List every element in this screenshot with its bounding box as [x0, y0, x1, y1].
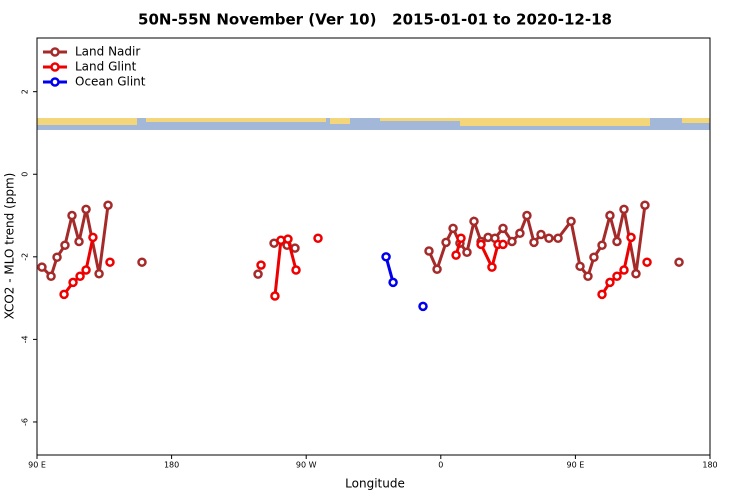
data-point	[597, 289, 607, 300]
data-point	[487, 262, 497, 272]
data-point	[674, 257, 684, 267]
x-tick-label: 90 E	[567, 461, 585, 470]
data-point	[612, 271, 622, 281]
data-point	[597, 240, 607, 251]
legend-marker	[50, 47, 60, 57]
y-tick-label: -4	[21, 335, 30, 343]
data-point	[515, 228, 525, 239]
data-point	[103, 200, 113, 210]
data-point	[544, 233, 554, 243]
legend-label: Ocean Glint	[75, 75, 146, 89]
x-tick-label: 0	[438, 461, 443, 470]
data-point	[94, 268, 104, 279]
y-tick-label: 0	[21, 172, 30, 177]
data-point	[605, 277, 615, 288]
x-tick-label: 90 E	[28, 461, 46, 470]
data-point	[74, 236, 84, 247]
y-tick-label: 2	[21, 89, 30, 94]
data-point	[313, 233, 323, 243]
data-point	[60, 240, 70, 251]
x-tick-label: 180	[164, 461, 179, 470]
data-point	[75, 271, 85, 281]
data-point	[536, 229, 546, 240]
y-axis-label: XCO2 - MLO trend (ppm)	[3, 173, 17, 320]
data-point	[290, 243, 300, 253]
x-tick-label: 180	[702, 461, 717, 470]
data-point	[626, 232, 636, 243]
data-point	[462, 247, 472, 258]
data-point	[68, 277, 78, 288]
data-point	[507, 236, 517, 247]
data-point	[498, 239, 508, 250]
data-point	[424, 246, 434, 256]
y-tick-label: -6	[21, 418, 30, 426]
legend-marker	[50, 77, 60, 87]
data-point	[529, 237, 539, 248]
data-point	[619, 265, 629, 275]
data-point	[498, 223, 508, 234]
data-point	[619, 204, 629, 215]
legend-marker	[50, 62, 60, 72]
data-point	[256, 260, 266, 270]
series-line	[64, 237, 647, 296]
legend-label: Land Nadir	[75, 45, 140, 59]
data-point	[105, 257, 115, 267]
data-point	[469, 216, 479, 227]
data-point	[522, 210, 532, 221]
data-point	[589, 252, 599, 262]
data-point	[631, 268, 641, 279]
data-point	[566, 216, 576, 227]
chart-title: 50N-55N November (Ver 10) 2015-01-01 to …	[138, 11, 612, 29]
y-tick-label: -2	[21, 253, 30, 261]
data-point	[388, 277, 398, 288]
data-point	[640, 200, 650, 210]
data-point	[137, 257, 147, 267]
data-point	[441, 237, 451, 248]
data-point	[270, 291, 280, 301]
legend-label: Land Glint	[75, 60, 137, 74]
data-point	[575, 261, 585, 272]
data-point	[291, 265, 301, 275]
data-point	[583, 271, 593, 281]
data-point	[253, 269, 263, 279]
plot-frame	[36, 37, 711, 456]
data-point	[88, 232, 98, 243]
data-point	[605, 210, 615, 221]
data-point	[81, 265, 91, 275]
data-point	[418, 301, 428, 312]
map-strip	[37, 118, 710, 130]
data-point	[642, 257, 652, 267]
data-point	[553, 233, 563, 243]
data-point	[476, 239, 486, 250]
data-point	[59, 289, 69, 300]
data-point	[612, 236, 622, 247]
data-point	[432, 264, 442, 274]
data-point	[37, 262, 47, 272]
data-point	[381, 252, 391, 262]
x-tick-label: 90 W	[296, 461, 317, 470]
data-point	[46, 271, 56, 281]
data-point	[67, 210, 77, 221]
data-point	[52, 252, 62, 262]
data-point	[451, 250, 461, 260]
data-point	[81, 204, 91, 215]
data-point	[448, 223, 458, 234]
data-point	[456, 233, 466, 243]
data-point	[283, 234, 293, 244]
x-axis-label: Longitude	[345, 477, 405, 491]
